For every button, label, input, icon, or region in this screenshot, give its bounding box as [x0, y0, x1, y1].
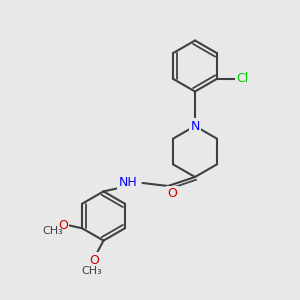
Text: CH₃: CH₃ — [42, 226, 63, 236]
Text: O: O — [90, 254, 99, 267]
Text: CH₃: CH₃ — [81, 266, 102, 277]
Text: Cl: Cl — [236, 72, 249, 85]
Text: O: O — [58, 219, 68, 232]
Text: NH: NH — [118, 176, 137, 190]
Text: O: O — [168, 187, 177, 200]
Text: N: N — [190, 119, 200, 133]
